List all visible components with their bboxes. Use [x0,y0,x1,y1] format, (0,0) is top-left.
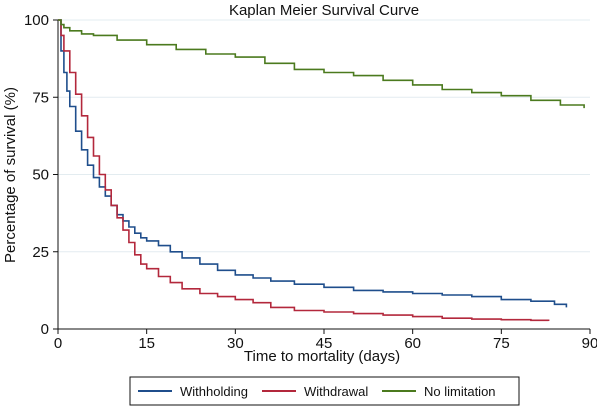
y-tick-label: 100 [24,12,49,29]
y-tick-label: 25 [32,244,49,261]
series-line-no-limitation [58,19,585,109]
x-axis-title: Time to mortality (days) [244,348,400,365]
x-tick-label: 90 [582,335,597,352]
grid-lines [58,19,590,253]
legend-label: No limitation [424,384,496,399]
x-axis: 0 15 30 45 60 75 90 [54,329,597,352]
x-tick-label: 30 [227,335,244,352]
y-tick-label: 50 [32,167,49,184]
legend-label: Withdrawal [304,384,368,399]
legend-box [129,376,520,406]
legend-label: Withholding [180,384,248,399]
x-tick-label: 15 [138,335,155,352]
legend: Withholding Withdrawal No limitation [129,376,520,406]
x-tick-label: 0 [54,335,62,352]
series-line-withdrawal [58,19,550,322]
x-tick-label: 75 [493,335,510,352]
x-tick-label: 60 [404,335,421,352]
series-lines [58,19,585,322]
x-tick-label: 45 [316,335,333,352]
chart-title: Kaplan Meier Survival Curve [229,2,419,19]
y-tick-label: 75 [32,89,49,106]
series-line-withholding [58,19,568,308]
y-tick-label: 0 [41,321,49,338]
y-axis-title: Percentage of survival (%) [2,87,19,263]
y-axis: 0 25 50 75 100 [24,12,58,338]
